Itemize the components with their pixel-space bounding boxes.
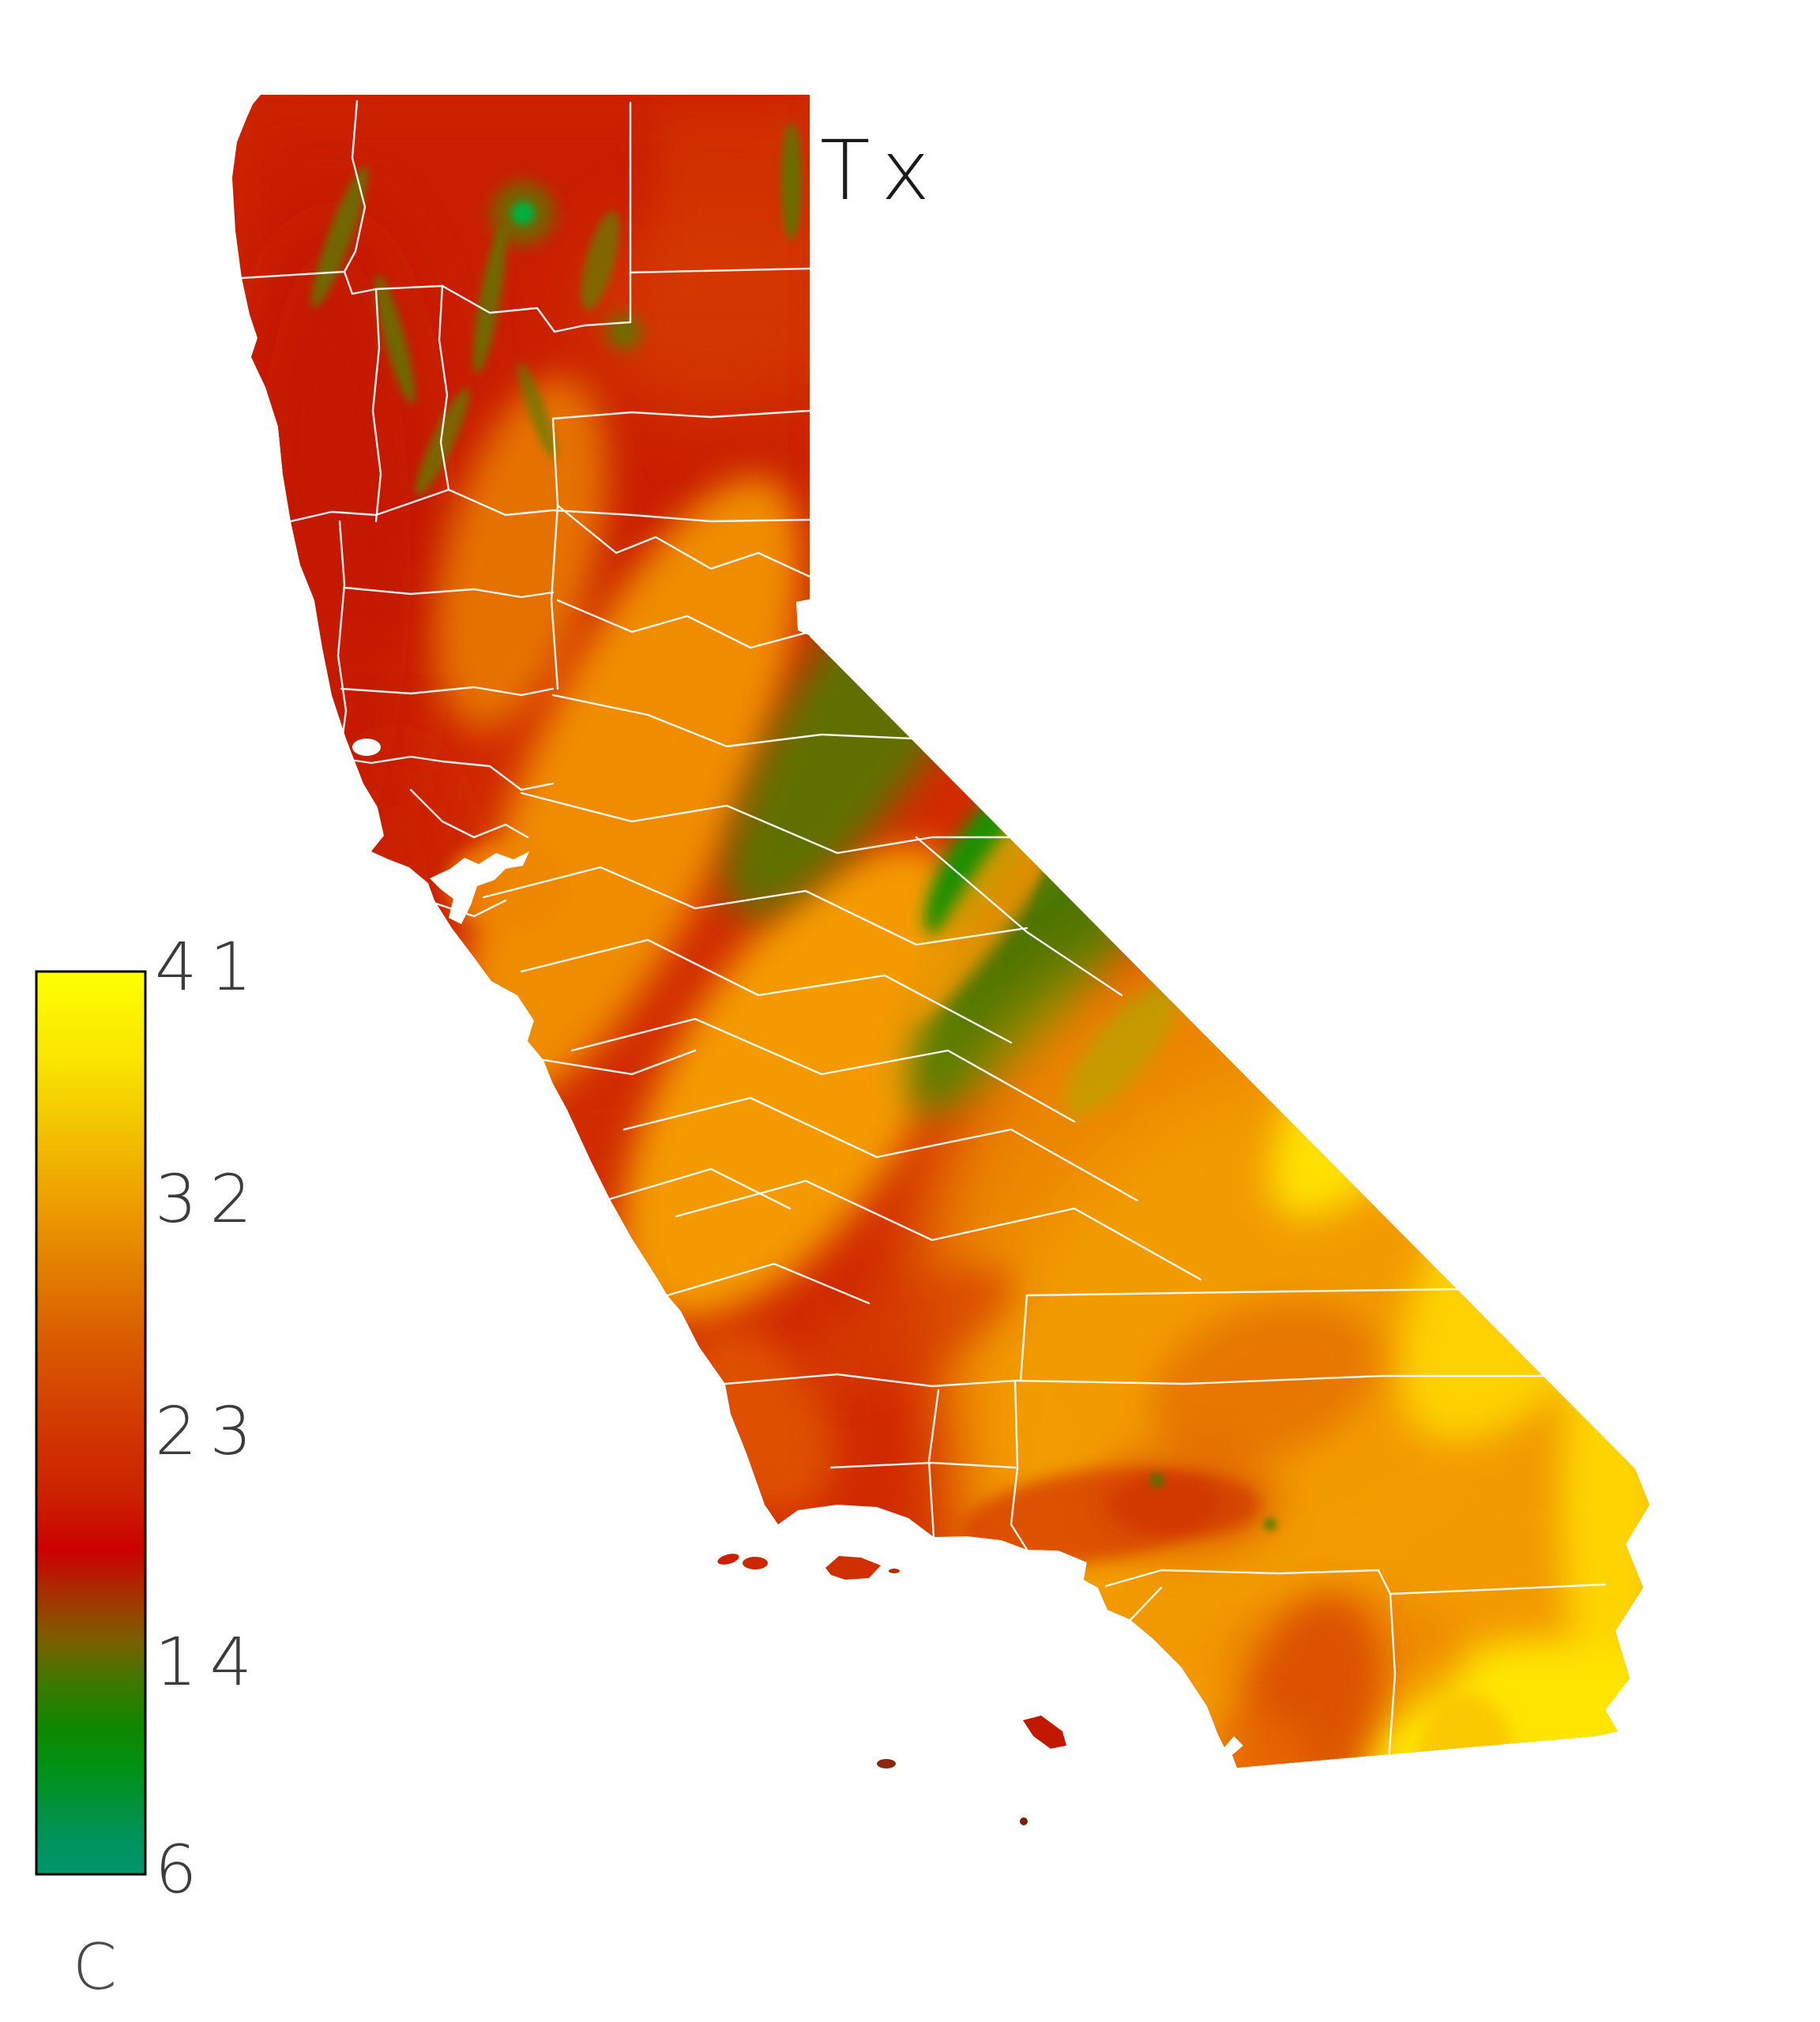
colorbar-tick-41: 41: [155, 928, 265, 1005]
anacapa-island: [889, 1569, 900, 1573]
lake-tahoe: [796, 599, 812, 637]
santa-cruz-island: [825, 1556, 881, 1580]
san-miguel-island: [717, 1554, 739, 1565]
colorbar-gradient: [35, 970, 147, 1876]
california-temperature-field: [232, 95, 1649, 1768]
colorbar-unit-label: C: [73, 1930, 117, 2004]
plot-title: Tx: [820, 122, 941, 219]
san-francisco-bay: [430, 851, 529, 924]
colorbar-tick-14: 14: [155, 1623, 265, 1701]
colorbar-tick-32: 32: [155, 1160, 265, 1238]
santa-rosa-island: [743, 1557, 768, 1569]
clear-lake: [352, 739, 381, 756]
colorbar: 41 32 23 14 6 C: [35, 928, 265, 2004]
colorbar-tick-6: 6: [155, 1831, 209, 1908]
channel-islands: [717, 1554, 1066, 1825]
san-clemente-island: [1020, 1817, 1028, 1825]
county-boundaries: [240, 100, 1656, 1785]
catalina-island: [1023, 1716, 1066, 1749]
san-nicolas-island: [877, 1759, 896, 1768]
colorbar-tick-23: 23: [155, 1392, 265, 1470]
